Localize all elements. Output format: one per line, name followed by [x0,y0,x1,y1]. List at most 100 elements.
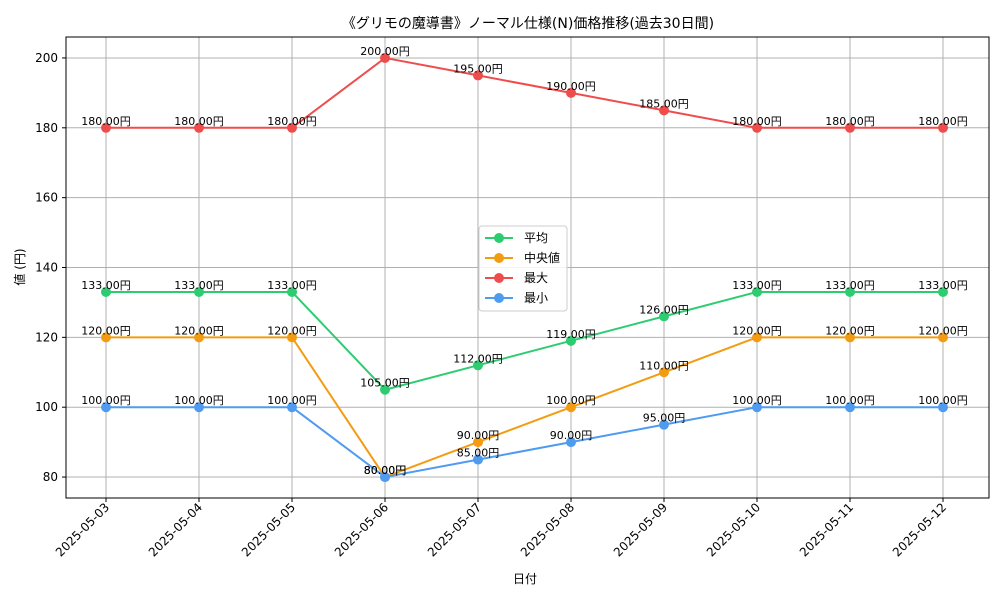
series-line-0 [106,290,943,391]
series-1-point [194,332,204,343]
series-2-point [752,122,762,133]
series-3-data-label: 100.00円 [918,394,968,407]
series-line-1 [106,336,943,479]
legend-swatch-marker [494,233,504,243]
series-1-point [845,332,855,343]
y-tick-label: 200 [35,51,58,65]
series-3-point [938,402,948,413]
series-1-point [938,332,948,343]
series-0-data-label: 133.00円 [825,279,875,292]
y-tick-label: 160 [35,191,58,205]
series-2-data-label: 190.00円 [546,80,596,93]
series-line-2 [106,56,943,129]
series-1-data-label: 120.00円 [918,324,968,337]
chart-title: 《グリモの魔導書》ノーマル仕様(N)価格推移(過去30日間) [342,16,714,32]
series-2-point [473,70,483,81]
series-1-data-label: 120.00円 [174,324,224,337]
y-tick-label: 180 [35,121,58,135]
series-3-data-label: 100.00円 [825,394,875,407]
series-0-data-label: 119.00円 [546,328,596,341]
series-1-point [473,437,483,448]
series-0-data-label: 133.00円 [174,279,224,292]
series-3-point [566,437,576,448]
legend-swatch-marker [494,273,504,283]
legend-label: 平均 [524,231,548,245]
series-2-point [566,87,576,98]
y-axis-title: 値 (円) [12,248,27,285]
series-3-data-label: 80.00円 [364,464,407,477]
series-0-data-label: 133.00円 [918,279,968,292]
series-3-data-label: 90.00円 [550,429,593,442]
y-tick-label: 120 [35,330,58,344]
series-layer [101,52,948,483]
series-0-point [101,286,111,297]
series-0-point [938,286,948,297]
series-3-data-label: 95.00円 [643,412,686,425]
series-line-3 [106,406,943,479]
series-1-point [752,332,762,343]
series-0-point [566,335,576,346]
series-1-data-label: 120.00円 [825,324,875,337]
series-3-data-label: 100.00円 [267,394,317,407]
series-2-point [287,122,297,133]
legend-label: 最大 [524,271,548,285]
series-0-data-label: 133.00円 [81,279,131,292]
series-3-point [101,402,111,413]
legend-swatch-marker [494,293,504,303]
series-3-data-label: 85.00円 [457,447,500,460]
series-1-point [566,402,576,413]
series-0-point [380,384,390,395]
series-2-point [194,122,204,133]
series-1-point [101,332,111,343]
series-0-point [473,360,483,371]
series-3-point [287,402,297,413]
series-3-data-label: 100.00円 [81,394,131,407]
series-3-point [473,454,483,465]
series-3-point [752,402,762,413]
legend-label: 最小 [524,291,548,305]
series-2-point [845,122,855,133]
series-2-data-label: 180.00円 [918,115,968,128]
series-0-point [845,286,855,297]
legend-label: 中央値 [524,250,560,265]
data-labels-layer: 133.00円 133.00円 133.00円 105.00円 112.00円 119.0… [81,45,968,477]
series-1-data-label: 80.00円 [364,464,407,477]
series-2-data-label: 195.00円 [453,62,503,75]
series-1-data-label: 100.00円 [546,394,596,407]
series-2-data-label: 180.00円 [267,115,317,128]
series-1-data-label: 120.00円 [81,324,131,337]
series-2-data-label: 180.00円 [81,115,131,128]
series-3-point [845,402,855,413]
series-0-data-label: 105.00円 [360,377,410,390]
series-0-data-label: 112.00円 [453,352,503,365]
legend-box [478,225,568,312]
y-tick-label: 80 [43,470,58,484]
series-2-data-label: 200.00円 [360,45,410,58]
series-0-point [287,286,297,297]
series-2-data-label: 185.00円 [639,97,689,110]
series-0-data-label: 133.00円 [267,279,317,292]
y-axis-ticks: 80 100 120 140 160 180 200 [35,51,66,484]
series-0-point [659,311,669,322]
series-2-point [101,122,111,133]
series-0-point [194,286,204,297]
series-2-point [659,105,669,116]
series-3-point [659,419,669,430]
y-tick-label: 100 [35,400,58,414]
series-1-data-label: 120.00円 [267,324,317,337]
series-1-point [659,367,669,378]
series-3-point [194,402,204,413]
series-2-data-label: 180.00円 [174,115,224,128]
series-3-data-label: 100.00円 [174,394,224,407]
series-1-data-label: 120.00円 [732,324,782,337]
series-2-point [938,122,948,133]
series-1-data-label: 90.00円 [457,429,500,442]
series-2-data-label: 180.00円 [732,115,782,128]
series-2-data-label: 180.00円 [825,115,875,128]
x-axis-title: 日付 [513,572,537,586]
series-3-data-label: 100.00円 [732,394,782,407]
series-0-data-label: 126.00円 [639,303,689,316]
legend-swatch-marker [494,253,504,263]
